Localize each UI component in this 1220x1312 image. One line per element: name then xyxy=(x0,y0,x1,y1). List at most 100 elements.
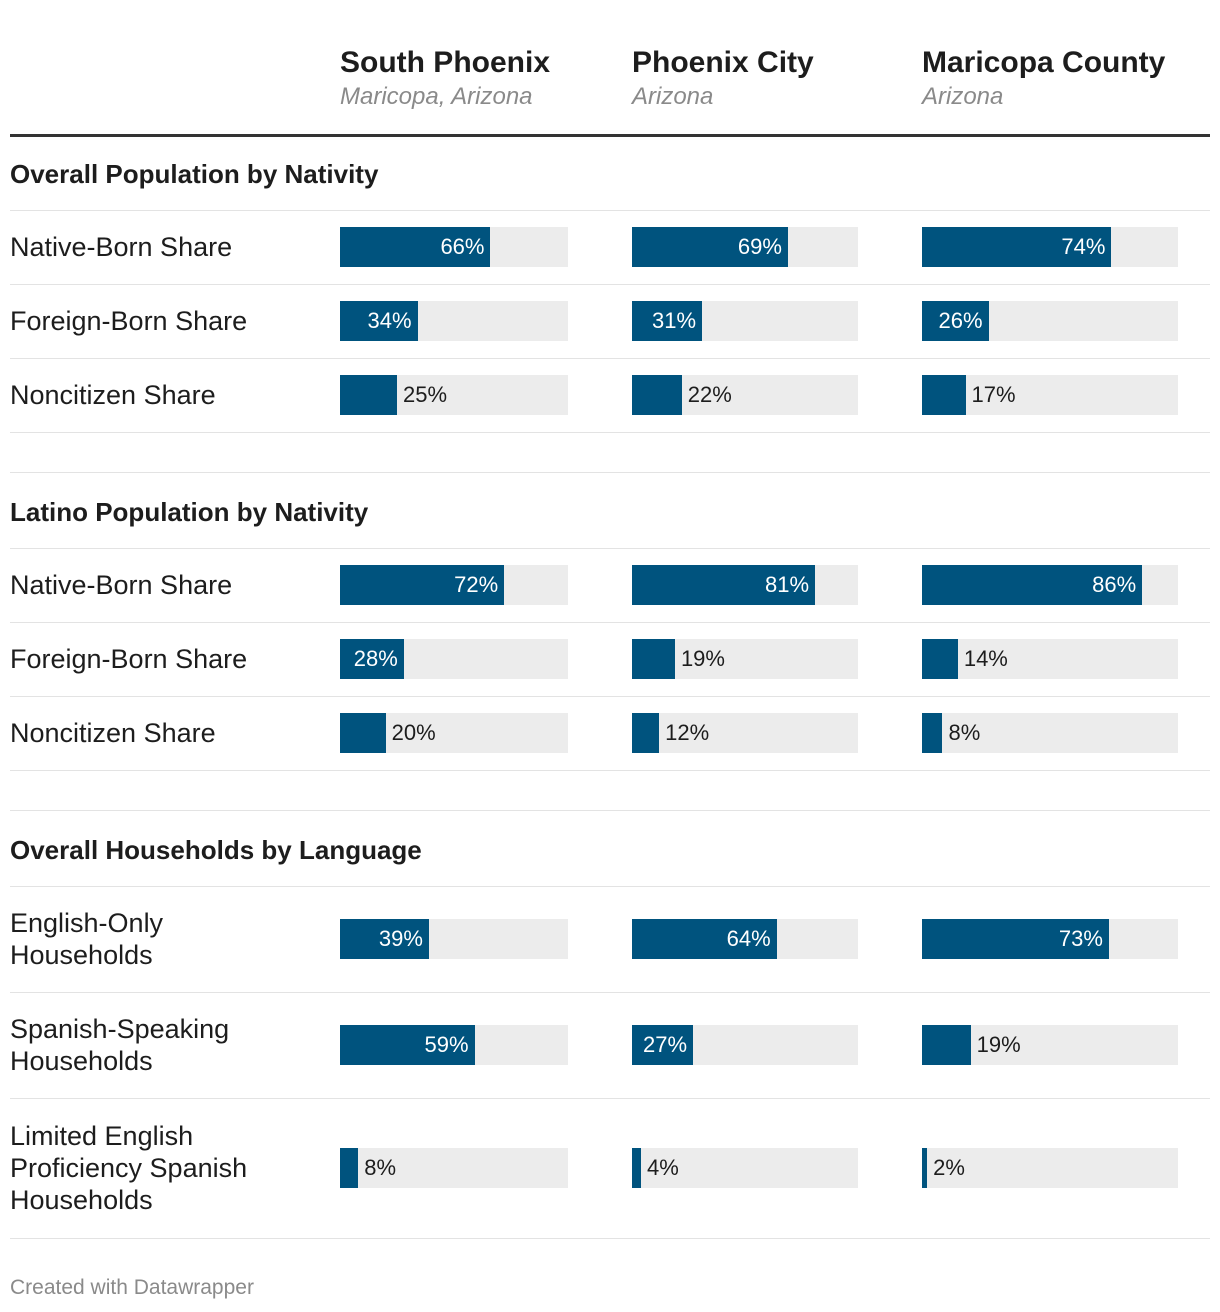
bar xyxy=(632,375,682,415)
bar-value-label: 74% xyxy=(1061,234,1106,259)
bar-track: 12% xyxy=(632,713,858,753)
bar xyxy=(632,301,703,341)
bar xyxy=(632,713,660,753)
column-subtitle: Arizona xyxy=(632,83,714,110)
bar-value-label: 39% xyxy=(378,926,423,951)
bar-track: 19% xyxy=(632,639,858,679)
row-divider xyxy=(10,1098,1210,1099)
bar-value-label: 27% xyxy=(642,1032,688,1057)
bar-track: 59% xyxy=(340,1025,568,1065)
section-title: Overall Population by Nativity xyxy=(10,159,379,189)
bar xyxy=(922,301,989,341)
row-label: Noncitizen Share xyxy=(10,380,216,410)
bar xyxy=(922,639,958,679)
bar-track: 25% xyxy=(340,375,568,415)
bar-track: 74% xyxy=(922,227,1178,267)
row-label: Noncitizen Share xyxy=(10,718,216,748)
bar xyxy=(340,565,505,605)
bar-value-label: 31% xyxy=(652,308,697,333)
bar-value-label: 26% xyxy=(938,308,983,333)
bar-value-label: 2% xyxy=(933,1155,965,1180)
bar-track: 14% xyxy=(922,639,1178,679)
row-divider xyxy=(10,622,1210,623)
bar-value-label: 12% xyxy=(665,720,710,745)
bar-value-label: 66% xyxy=(440,234,485,259)
bar xyxy=(632,639,675,679)
bar-value-label: 64% xyxy=(726,926,771,951)
column-title: Maricopa County xyxy=(922,46,1166,79)
bar xyxy=(922,713,943,753)
row-label: Spanish-Speaking Households xyxy=(10,1014,230,1076)
section-title: Latino Population by Nativity xyxy=(10,497,369,527)
bar xyxy=(340,639,404,679)
footer-credit: Created with Datawrapper xyxy=(10,1276,254,1299)
bar-track: 19% xyxy=(922,1025,1178,1065)
section-divider xyxy=(10,810,1210,811)
bar xyxy=(632,227,788,267)
column-header-0: South Phoenix Maricopa, Arizona xyxy=(340,44,550,112)
bar xyxy=(922,919,1109,959)
bar-value-label: 20% xyxy=(391,720,436,745)
bar-value-label: 25% xyxy=(403,382,448,407)
row-divider xyxy=(10,432,1210,433)
bar xyxy=(340,375,397,415)
bar xyxy=(340,227,491,267)
column-subtitle: Arizona xyxy=(922,83,1004,110)
section-title: Overall Households by Language xyxy=(10,835,422,865)
column-title: South Phoenix xyxy=(340,46,550,79)
bar-value-label: 81% xyxy=(765,572,810,597)
bar-value-label: 19% xyxy=(976,1032,1021,1057)
bar-value-label: 17% xyxy=(971,382,1016,407)
bar-value-label: 86% xyxy=(1092,572,1137,597)
bar-value-label: 19% xyxy=(680,646,725,671)
bar xyxy=(340,1025,475,1065)
bar-value-label: 8% xyxy=(948,720,981,745)
column-header-2: Maricopa County Arizona xyxy=(922,44,1165,112)
bar xyxy=(632,919,777,959)
column-title: Phoenix City xyxy=(632,46,814,79)
row-label: Native-Born Share xyxy=(10,232,233,262)
bar-track: 69% xyxy=(632,227,858,267)
bar-track: 26% xyxy=(922,301,1178,341)
bar-track: 20% xyxy=(340,713,568,753)
bar xyxy=(922,1025,971,1065)
bar-value-label: 59% xyxy=(424,1032,469,1057)
bar-track: 27% xyxy=(632,1025,858,1065)
bar xyxy=(922,375,966,415)
bar-track: 34% xyxy=(340,301,568,341)
row-divider xyxy=(10,992,1210,993)
bar-value-label: 34% xyxy=(367,308,412,333)
bar-value-label: 69% xyxy=(737,234,782,259)
bar-value-label: 28% xyxy=(353,646,398,671)
bar-track: 64% xyxy=(632,919,858,959)
row-divider xyxy=(10,696,1210,697)
bar xyxy=(632,565,816,605)
bar-track: 28% xyxy=(340,639,568,679)
bar xyxy=(632,1148,642,1188)
bar-track: 22% xyxy=(632,375,858,415)
bar-track: 81% xyxy=(632,565,858,605)
bar-track: 72% xyxy=(340,565,568,605)
bar-value-label: 8% xyxy=(364,1155,397,1180)
bar xyxy=(340,1148,359,1188)
bar-track: 31% xyxy=(632,301,858,341)
bar-track: 73% xyxy=(922,919,1178,959)
row-label: Limited English Proficiency Spanish Hous… xyxy=(10,1121,248,1215)
bar-track: 17% xyxy=(922,375,1178,415)
row-divider xyxy=(10,770,1210,771)
bar-value-label: 73% xyxy=(1058,926,1103,951)
row-divider xyxy=(10,284,1210,285)
bar-value-label: 4% xyxy=(647,1155,679,1180)
section-divider xyxy=(10,472,1210,473)
row-divider xyxy=(10,210,1210,211)
header-divider xyxy=(10,134,1210,137)
bar-value-label: 72% xyxy=(454,572,499,597)
bar xyxy=(922,227,1112,267)
bar-track: 8% xyxy=(922,713,1178,753)
bar xyxy=(922,565,1143,605)
bar-track: 2% xyxy=(922,1148,1178,1188)
bar xyxy=(632,1025,694,1065)
bar xyxy=(340,919,429,959)
bar-track: 86% xyxy=(922,565,1178,605)
